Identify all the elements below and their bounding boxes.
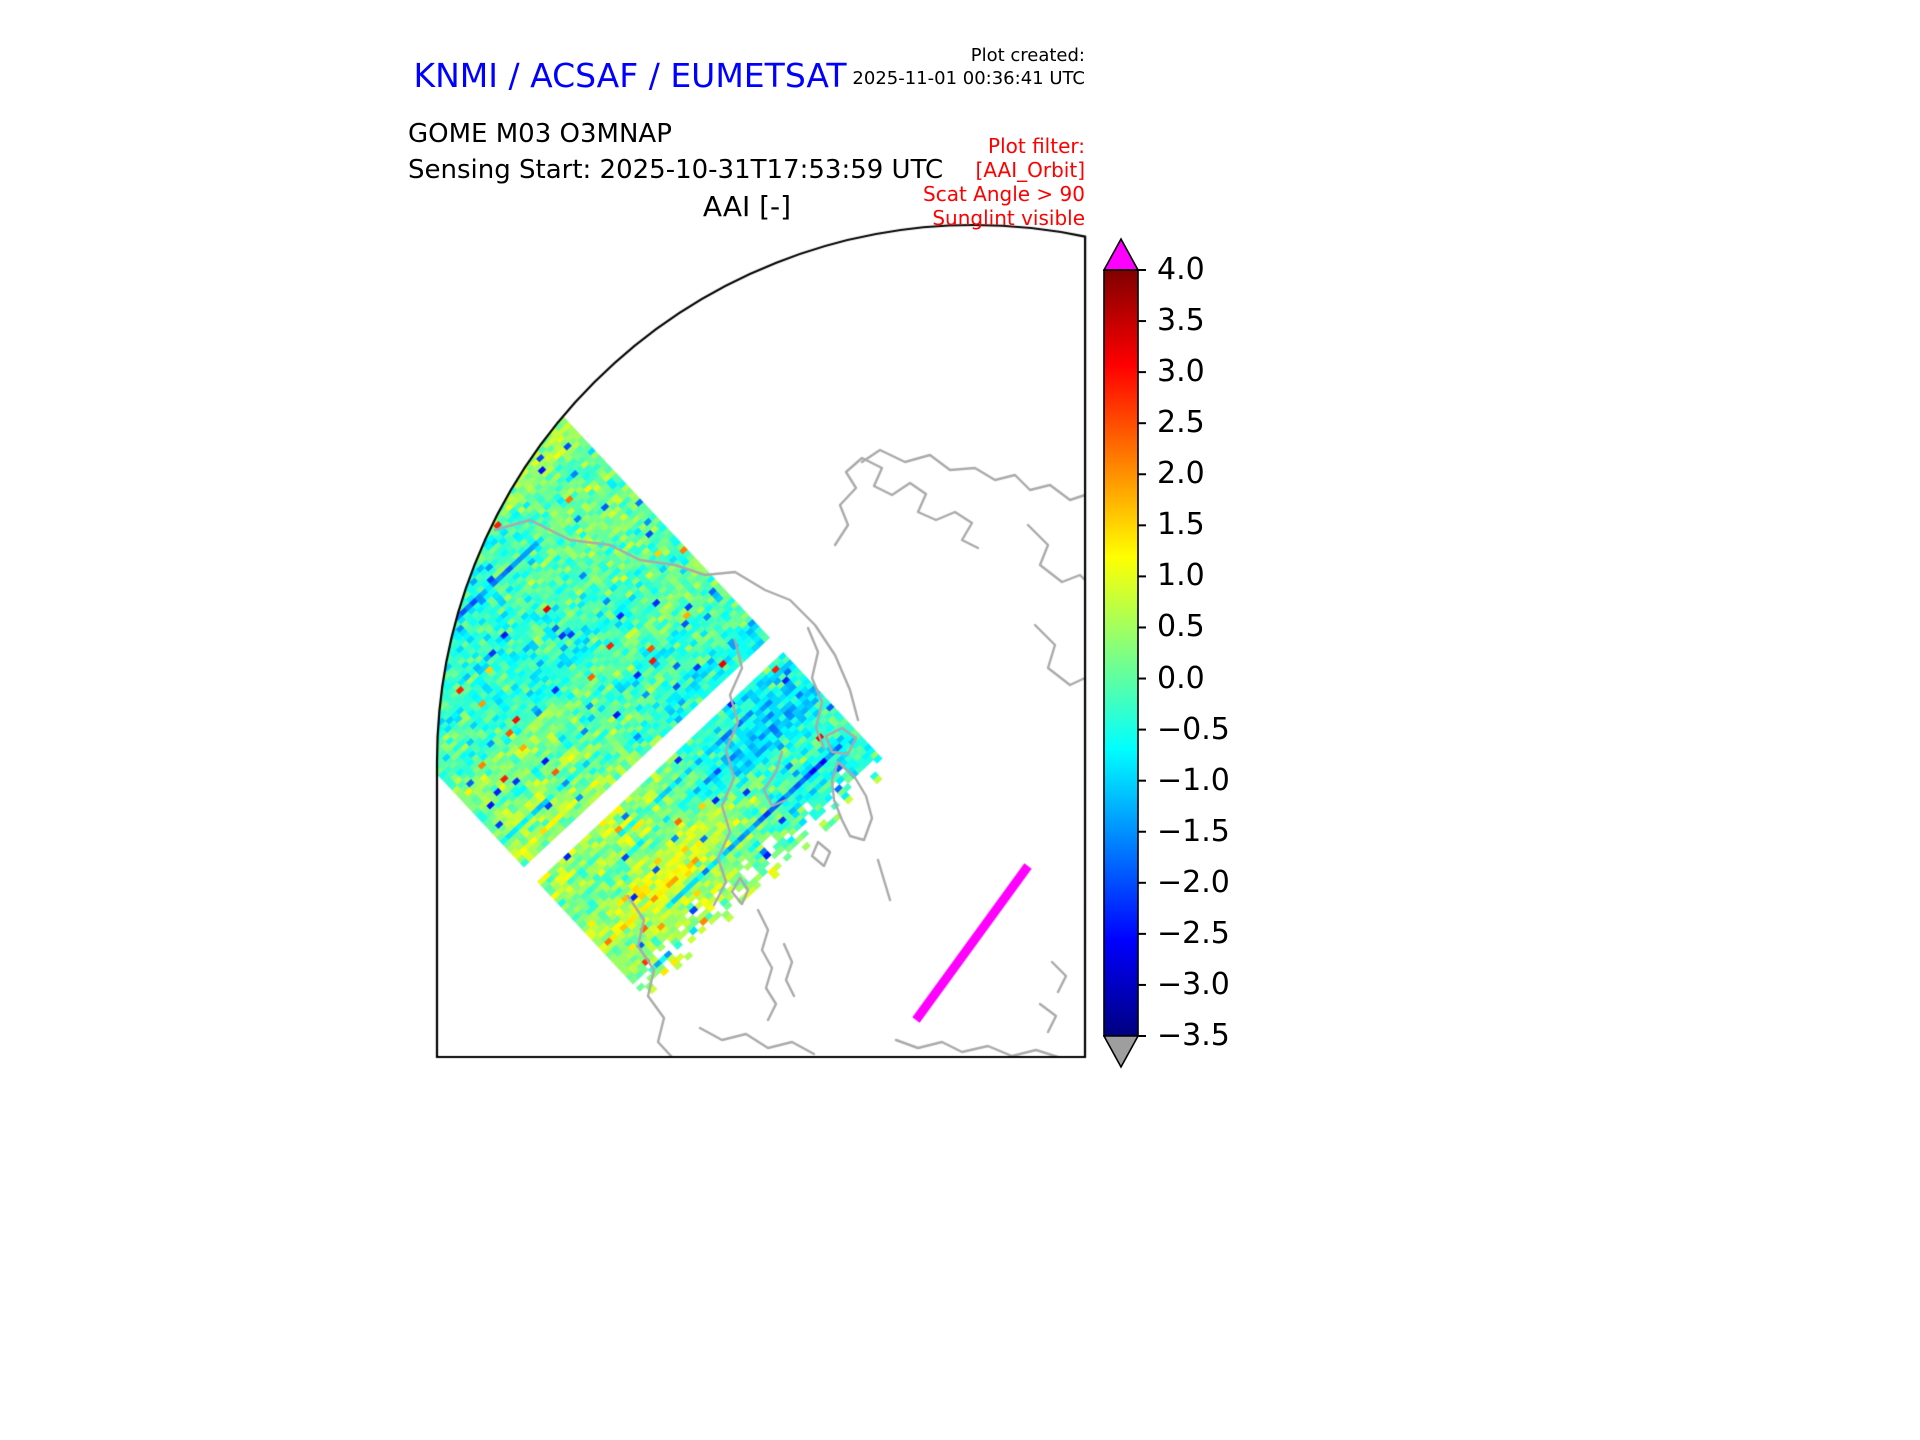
colorbar-tick-label: −3.0 (1157, 966, 1230, 1002)
colorbar-under-arrow (1103, 1035, 1140, 1069)
colorbar-tick-label: 4.0 (1157, 252, 1205, 287)
colorbar-ticks (1138, 269, 1146, 1037)
colorbar-tick-label: 0.0 (1157, 660, 1205, 696)
colorbar-tick-label: 2.0 (1157, 456, 1205, 492)
colorbar-tick-label: −3.5 (1157, 1018, 1230, 1053)
colorbar-tick-label: 2.5 (1157, 405, 1205, 441)
org-title: KNMI / ACSAF / EUMETSAT (413, 56, 847, 95)
colorbar-tick-label: −1.0 (1157, 762, 1230, 798)
sensing-start: Sensing Start: 2025-10-31T17:53:59 UTC (408, 155, 944, 185)
plot-created-value: 2025-11-01 00:36:41 UTC (852, 68, 1085, 89)
colorbar-tick-label: −2.5 (1157, 915, 1230, 951)
colorbar-tick-label: −0.5 (1157, 711, 1230, 747)
colorbar-tick-label: −2.0 (1157, 864, 1230, 900)
product-block: GOME M03 O3MNAP Sensing Start: 2025-10-3… (408, 116, 943, 188)
colorbar-tick-label: 1.0 (1157, 558, 1205, 594)
colorbar-tick-label: 3.5 (1157, 303, 1205, 339)
plot-filter-label: Plot filter: (988, 134, 1085, 158)
colorbar-gradient (1103, 269, 1139, 1037)
plot-filter-block: Plot filter: [AAI_Orbit] Scat Angle > 90… (923, 134, 1085, 230)
colorbar-over-arrow (1103, 237, 1140, 271)
plot-filter-line: Sunglint visible (932, 206, 1085, 230)
plot-filter-line: [AAI_Orbit] (975, 158, 1085, 182)
colorbar-tick-label: −1.5 (1157, 813, 1230, 849)
variable-title: AAI [-] (702, 190, 792, 223)
colorbar-tick-label: 3.0 (1157, 354, 1205, 390)
plot-created-label: Plot created: (970, 45, 1085, 66)
colorbar-tick-label: 1.5 (1157, 507, 1205, 543)
colorbar (1103, 237, 1146, 1069)
plot-created-block: Plot created: 2025-11-01 00:36:41 UTC (852, 44, 1085, 90)
colorbar-tick-label: 0.5 (1157, 609, 1205, 645)
plot-filter-line: Scat Angle > 90 (923, 182, 1085, 206)
product-name: GOME M03 O3MNAP (408, 119, 672, 149)
